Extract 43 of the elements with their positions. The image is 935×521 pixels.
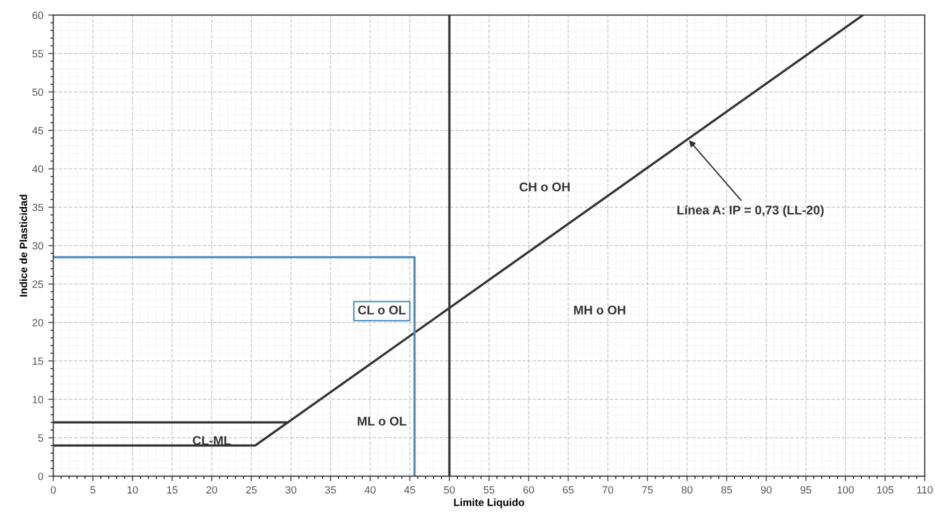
y-tick-label: 0 [38, 472, 44, 480]
y-tick-label: 55 [32, 50, 44, 58]
y-tick-label: 35 [32, 204, 44, 212]
y-tick-label: 60 [32, 12, 44, 19]
y-tick-label: 25 [32, 280, 44, 288]
x-tick-label: 65 [562, 486, 574, 494]
x-tick-label: 20 [206, 486, 218, 494]
y-tick-label: 15 [32, 358, 44, 365]
x-tick-label: 75 [642, 486, 653, 494]
y-tick-label: 50 [32, 88, 44, 96]
y-tick-label: 30 [32, 242, 44, 250]
x-tick-label: 5 [90, 486, 96, 494]
annotation: Línea A: IP = 0,73 (LL-20) [677, 205, 824, 217]
annotation: CL o OL [358, 306, 406, 314]
x-tick-label: 10 [128, 486, 138, 494]
x-tick-label: 0 [50, 486, 56, 494]
y-tick-label: 45 [32, 126, 44, 134]
x-tick-label: 35 [325, 486, 336, 494]
x-tick-label: 105 [877, 486, 894, 494]
x-axis-title: Limite Liquido [454, 498, 524, 508]
x-tick-label: 80 [682, 486, 692, 494]
annotation: CH o OH [520, 182, 570, 192]
y-tick-label: 10 [32, 396, 44, 404]
x-tick-label: 95 [800, 486, 812, 494]
x-tick-label: 90 [760, 486, 772, 494]
x-tick-label: 25 [246, 486, 257, 494]
x-tick-label: 100 [838, 486, 854, 494]
y-tick-label: 40 [32, 165, 44, 173]
x-tick-label: 70 [602, 486, 614, 494]
x-tick-label: 50 [444, 486, 455, 494]
x-tick-label: 15 [167, 486, 178, 494]
x-tick-label: 40 [364, 486, 376, 494]
x-tick-label: 85 [721, 486, 732, 494]
y-axis-title: Indice de Plasticidad [20, 194, 28, 296]
x-tick-label: 55 [484, 486, 494, 494]
y-tick-label: 5 [38, 434, 44, 442]
annotation: MH o OH [574, 306, 626, 314]
x-tick-label: 30 [286, 486, 296, 494]
x-tick-label: 110 [917, 486, 933, 494]
x-tick-label: 60 [523, 486, 534, 494]
x-tick-label: 45 [404, 486, 416, 494]
annotation: ML o OL [358, 416, 406, 426]
y-tick-label: 20 [32, 319, 44, 326]
